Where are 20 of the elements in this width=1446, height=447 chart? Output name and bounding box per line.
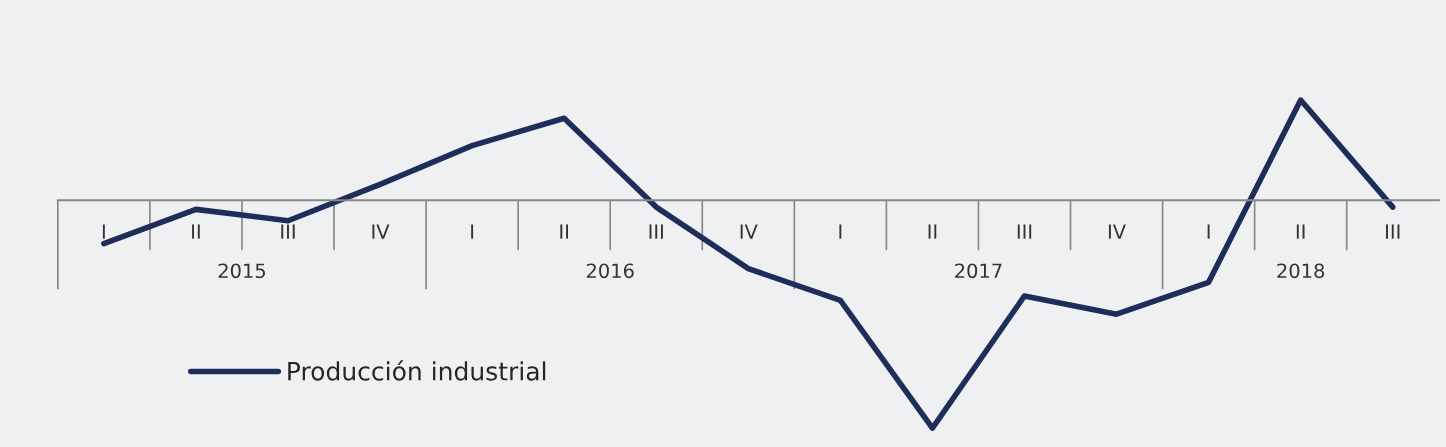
x-tick-label: III [1386,224,1400,239]
x-tick-label: II [928,224,937,239]
x-tick-label: II [192,224,200,239]
x-tick-label: I [102,224,105,239]
annotation: 2017 [955,263,1002,279]
x-tick-label: III [281,224,295,239]
x-tick-label: I [1207,224,1210,239]
x-tick-label: II [560,224,568,239]
x-tick-label: IV [740,224,758,239]
x-tick-label: III [649,224,663,239]
annotation: 2016 [586,263,634,279]
x-tick-label: I [471,224,474,239]
annotation: 2015 [218,263,266,279]
x-tick-label: II [1296,224,1305,239]
x-tick-label: IV [1108,224,1126,239]
x-tick-label: IV [372,224,390,239]
x-tick-label: I [839,224,842,239]
annotation: 2018 [1277,263,1325,279]
x-tick-label: III [1017,224,1032,239]
legend-label: Producción industrial [288,360,546,381]
